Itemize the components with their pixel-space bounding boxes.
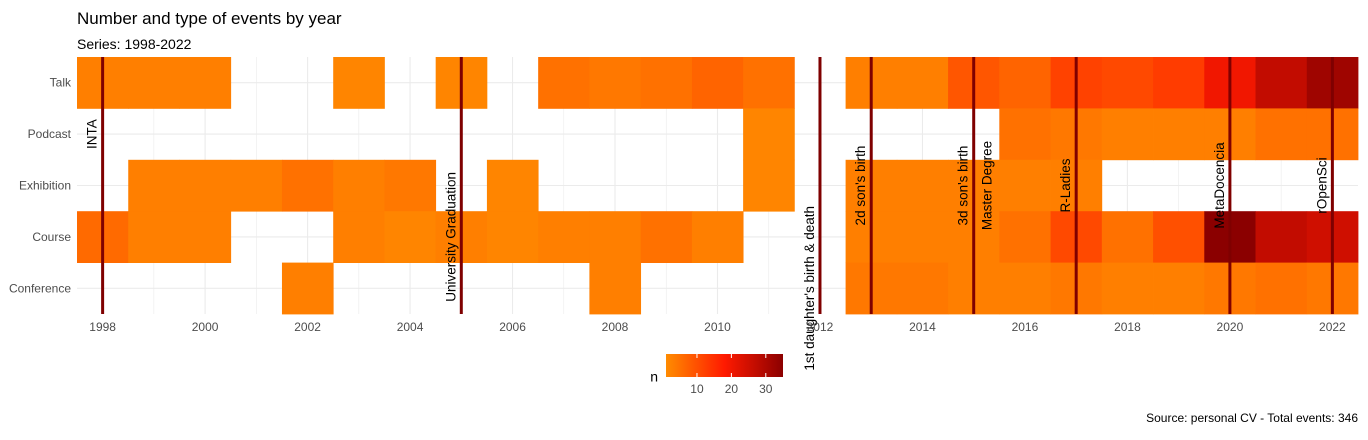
heatmap-cell	[589, 262, 642, 315]
heatmap-cell	[896, 211, 949, 263]
heatmap-cell	[179, 211, 232, 263]
chart-title: Number and type of events by year	[77, 9, 342, 28]
heatmap-cell	[999, 57, 1051, 109]
heatmap-cells	[77, 57, 1359, 315]
heatmap-cell	[999, 159, 1051, 212]
event-annotation: 2d son's birth	[853, 146, 868, 226]
heatmap-cell	[486, 211, 539, 263]
legend-tick-label: 30	[759, 382, 773, 396]
event-annotation: MetaDocencia	[1212, 142, 1227, 229]
heatmap-cell	[1101, 211, 1154, 263]
heatmap-cell	[230, 159, 283, 212]
heatmap-cell	[743, 57, 795, 109]
legend-colorbar	[666, 354, 783, 377]
x-axis-ticks: 1998 2000 2002 2004 2006 2008 2010 2012 2014 2016…	[89, 320, 1346, 334]
x-tick-label: 2002	[294, 320, 321, 334]
x-tick-label: 1998	[89, 320, 116, 334]
heatmap-cell	[1153, 108, 1205, 161]
heatmap-cell	[589, 57, 642, 109]
y-tick-label: Exhibition	[19, 179, 71, 193]
event-lines	[101, 57, 1334, 314]
heatmap-cell	[384, 159, 437, 212]
y-tick-label: Course	[32, 230, 71, 244]
heatmap-cell	[1255, 262, 1308, 315]
heatmap-cell	[128, 159, 180, 212]
heatmap-cell	[281, 159, 334, 212]
legend-title: n	[650, 369, 658, 385]
x-tick-label: 2014	[909, 320, 936, 334]
legend-tick-label: 20	[725, 382, 739, 396]
heatmap-cell	[1255, 211, 1308, 263]
y-tick-label: Conference	[9, 281, 71, 295]
y-tick-label: Podcast	[28, 127, 72, 141]
heatmap-cell	[999, 211, 1051, 263]
heatmap-cell	[179, 57, 232, 109]
x-tick-label: 2022	[1319, 320, 1346, 334]
heatmap-cell	[896, 57, 949, 109]
heatmap-cell	[179, 159, 232, 212]
heatmap-cell	[743, 159, 795, 212]
heatmap-cell	[999, 108, 1051, 161]
heatmap-cell	[691, 57, 744, 109]
heatmap-cell	[1255, 57, 1308, 109]
heatmap-cell	[999, 262, 1051, 315]
heatmap-cell	[538, 57, 590, 109]
heatmap-cell	[1101, 108, 1154, 161]
heatmap-cell	[589, 211, 642, 263]
event-annotation: rOpenSci	[1314, 157, 1329, 213]
x-tick-label: 2018	[1114, 320, 1141, 334]
x-tick-label: 2010	[704, 320, 731, 334]
event-annotation: INTA	[85, 119, 100, 149]
event-annotation: Master Degree	[980, 141, 995, 230]
x-tick-label: 2012	[807, 320, 834, 334]
heatmap-cell	[1101, 57, 1154, 109]
event-annotation: 1st daughter's birth & death	[802, 206, 817, 371]
heatmap-cell	[1153, 262, 1205, 315]
chart-caption: Source: personal CV - Total events: 346	[1146, 411, 1358, 425]
heatmap-cell	[384, 211, 437, 263]
event-annotations: INTA University Graduation 1st daughter's …	[85, 119, 1330, 370]
color-legend: n 10 20 30	[650, 354, 783, 396]
x-tick-label: 2004	[397, 320, 424, 334]
heatmap-cell	[538, 211, 590, 263]
heatmap-cell	[640, 57, 693, 109]
heatmap-cell	[486, 159, 539, 212]
event-annotation: R-Ladies	[1058, 158, 1073, 212]
heatmap-cell	[896, 262, 949, 315]
heatmap-cell	[128, 57, 180, 109]
x-tick-label: 2008	[602, 320, 629, 334]
heatmap-cell	[743, 108, 795, 161]
x-tick-label: 2006	[499, 320, 526, 334]
event-annotation: 3d son's birth	[956, 146, 971, 226]
heatmap-cell	[333, 211, 385, 263]
heatmap-cell	[1153, 57, 1205, 109]
heatmap-cell	[1153, 211, 1205, 263]
heatmap-cell	[281, 262, 334, 315]
heatmap-cell	[896, 159, 949, 212]
y-axis-ticks: Conference Course Exhibition Podcast Talk	[9, 76, 72, 296]
heatmap-cell	[1255, 108, 1308, 161]
legend-tick-label: 10	[690, 382, 704, 396]
heatmap-cell	[1101, 262, 1154, 315]
heatmap-cell	[128, 211, 180, 263]
event-annotation: University Graduation	[443, 172, 458, 302]
heatmap-cell	[640, 211, 693, 263]
chart-subtitle: Series: 1998-2022	[77, 36, 192, 52]
x-tick-label: 2020	[1217, 320, 1244, 334]
heatmap-cell	[333, 159, 385, 212]
heatmap-cell	[333, 57, 385, 109]
heatmap-cell	[691, 211, 744, 263]
y-tick-label: Talk	[50, 76, 72, 90]
x-tick-label: 2016	[1012, 320, 1039, 334]
x-tick-label: 2000	[192, 320, 219, 334]
